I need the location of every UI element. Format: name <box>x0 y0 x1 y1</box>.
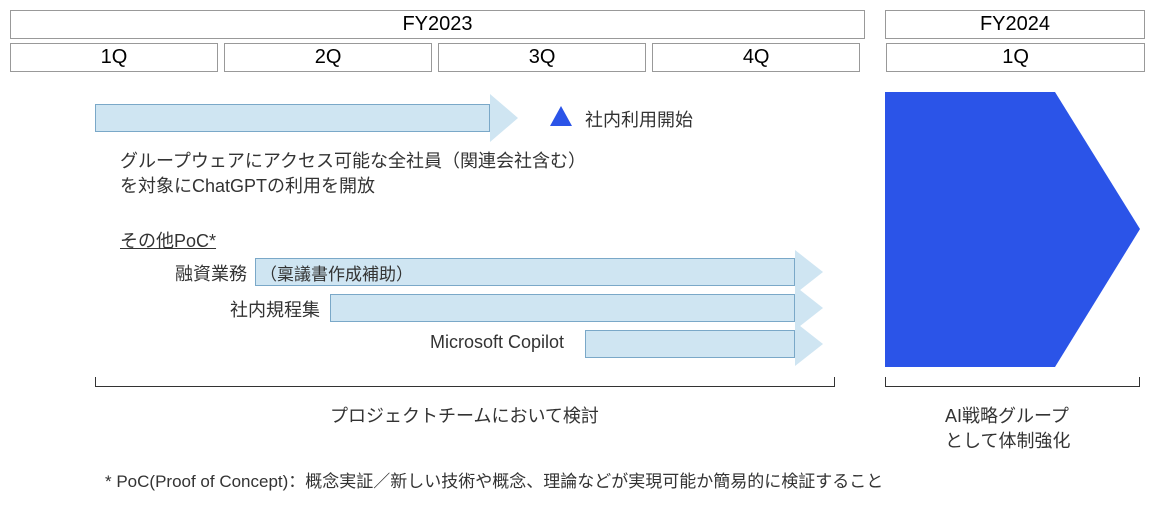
main-arrow-body <box>95 104 490 132</box>
fy24-q1-cell: 1Q <box>886 43 1145 72</box>
footnote-text: * PoC(Proof of Concept)：概念実証／新しい技術や概念、理論… <box>105 467 883 492</box>
poc3-arrow-body <box>585 330 795 358</box>
desc-line1: グループウェアにアクセス可能な全社員（関連会社含む） <box>120 147 586 173</box>
right-bracket-text2: として体制強化 <box>945 427 1070 453</box>
poc-header: その他PoC* <box>120 227 216 253</box>
left-bracket <box>95 377 835 387</box>
q1-cell: 1Q <box>10 43 218 72</box>
poc1-arrow-body: （稟議書作成補助） <box>255 258 795 286</box>
milestone-triangle-icon <box>550 106 572 126</box>
right-bracket-text1: AI戦略グループ <box>945 402 1069 428</box>
q2-cell: 2Q <box>224 43 432 72</box>
q3-cell: 3Q <box>438 43 646 72</box>
big-arrow-icon <box>885 92 1145 367</box>
poc1-inner-label: （稟議書作成補助） <box>260 260 413 285</box>
q4-cell: 4Q <box>652 43 860 72</box>
poc2-arrow-body <box>330 294 795 322</box>
main-arrow <box>95 104 518 132</box>
milestone-label: 社内利用開始 <box>585 106 693 132</box>
poc1-arrow: （稟議書作成補助） <box>255 258 823 286</box>
quarter-row: 1Q 2Q 3Q 4Q 1Q <box>10 43 1145 72</box>
main-arrow-head-icon <box>490 94 518 142</box>
fy2023-header: FY2023 <box>10 10 865 39</box>
right-bracket <box>885 377 1140 387</box>
timeline-diagram: FY2023 FY2024 1Q 2Q 3Q 4Q 1Q 社内利用開始 グループ… <box>10 10 1145 517</box>
poc2-arrow <box>330 294 823 322</box>
poc3-label: Microsoft Copilot <box>430 332 564 353</box>
poc3-arrow <box>585 330 823 358</box>
fy2024-big-arrow <box>885 92 1145 372</box>
poc1-label: 融資業務 <box>175 260 247 286</box>
fy2024-header: FY2024 <box>885 10 1145 39</box>
left-bracket-text: プロジェクトチームにおいて検討 <box>330 402 599 428</box>
poc3-arrow-head-icon <box>795 322 823 366</box>
desc-line2: を対象にChatGPTの利用を開放 <box>120 172 375 198</box>
diagram-body: 社内利用開始 グループウェアにアクセス可能な全社員（関連会社含む） を対象にCh… <box>10 92 1145 452</box>
poc2-label: 社内規程集 <box>230 296 320 322</box>
fy-header-row: FY2023 FY2024 <box>10 10 1145 39</box>
